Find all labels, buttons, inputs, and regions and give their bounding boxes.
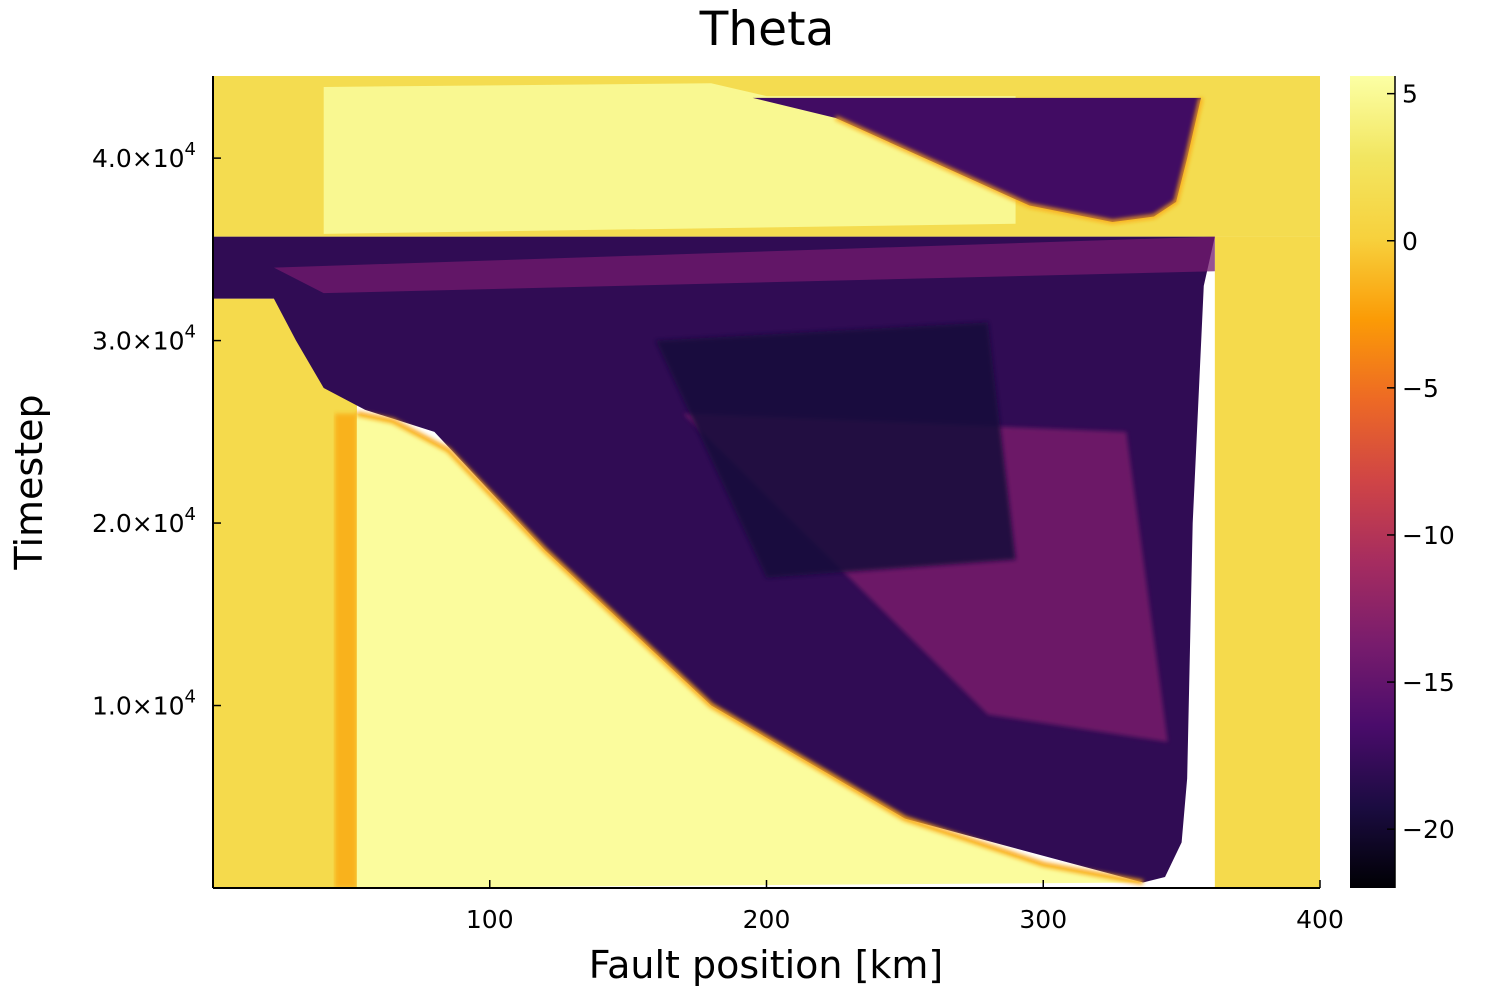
heatmap-cell-rupture-top-streaks bbox=[273, 236, 1215, 294]
x-tick-label: 400 bbox=[1296, 905, 1344, 934]
colorbar-tick-label: 0 bbox=[1402, 227, 1418, 256]
heatmap-area bbox=[213, 76, 1320, 888]
heatmap-cell-rupture-front-edge bbox=[356, 411, 1144, 885]
colorbar-tick-label: −5 bbox=[1402, 374, 1439, 403]
heatmap-cell-right-background bbox=[1214, 236, 1320, 888]
y-tick-label: 3.0×104 bbox=[92, 322, 196, 356]
x-tick-label: 100 bbox=[466, 905, 514, 934]
y-tick-label: 4.0×104 bbox=[92, 139, 196, 173]
x-ticks: 100 200 300 400 bbox=[466, 880, 1344, 934]
heatmap-cell-rupture-dark-core bbox=[655, 322, 1016, 578]
chart-title: Theta bbox=[699, 2, 835, 57]
x-axis-label: Fault position [km] bbox=[589, 943, 944, 987]
y-ticks: 1.0×104 2.0×104 3.0×104 4.0×104 bbox=[92, 139, 221, 721]
heatmap-cell-event2-rupture-edge bbox=[834, 97, 1203, 225]
colorbar-ticks: 5 0 −5 −10 −15 −20 bbox=[1387, 80, 1455, 844]
heatmap-cell-left-edge-darker bbox=[334, 413, 357, 888]
colorbar-tick-label: −15 bbox=[1402, 668, 1455, 697]
x-tick-label: 300 bbox=[1019, 905, 1067, 934]
y-tick-label: 1.0×104 bbox=[92, 687, 196, 721]
y-axis-label: Timestep bbox=[7, 394, 51, 570]
colorbar-tick-label: −10 bbox=[1402, 521, 1455, 550]
heatmap-cell-left-background bbox=[213, 298, 357, 888]
colorbar-tick-label: 5 bbox=[1402, 80, 1418, 109]
x-tick-label: 200 bbox=[743, 905, 791, 934]
colorbar: 5 0 −5 −10 −15 −20 bbox=[1350, 76, 1455, 888]
y-tick-label: 2.0×104 bbox=[92, 504, 196, 538]
colorbar-gradient bbox=[1350, 76, 1395, 888]
colorbar-tick-label: −20 bbox=[1402, 815, 1455, 844]
heatmap-cell-interevent-high bbox=[356, 413, 1143, 888]
